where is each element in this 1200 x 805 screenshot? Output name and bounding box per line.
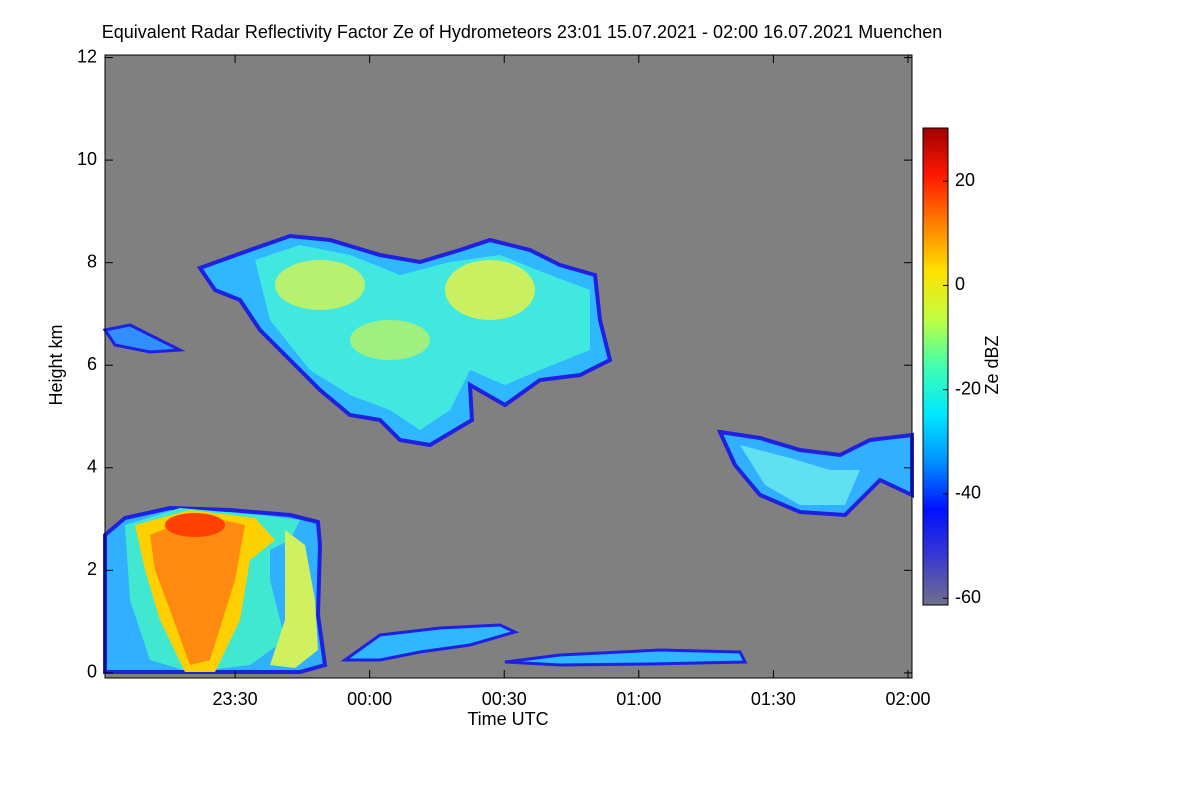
echo-region [350,320,430,360]
echo-region [504,648,748,667]
echo-region [102,323,186,354]
echo-field [102,233,914,674]
echo-region [165,513,225,537]
x-tick-label: 00:30 [482,689,527,709]
x-tick-label: 00:00 [347,689,392,709]
echo-region [275,260,365,310]
x-tick-label: 02:00 [885,689,930,709]
y-tick-label: 10 [77,149,97,169]
echo-region [740,445,860,505]
echo-region [150,515,245,665]
y-tick-label: 12 [77,46,97,66]
echo-region [340,623,520,662]
colorbar-tick-label: 20 [955,170,975,190]
colorbar-tick-label: -20 [955,378,981,398]
x-tick-label: 01:30 [751,689,796,709]
colorbar [922,127,949,606]
colorbar-tick-label: 0 [955,274,965,294]
colorbar-tick-label: -60 [955,587,981,607]
y-tick-label: 6 [87,354,97,374]
colorbar-tick-label: -40 [955,483,981,503]
x-tick-label: 23:30 [213,689,258,709]
y-tick-label: 4 [87,457,97,477]
chart-title: Equivalent Radar Reflectivity Factor Ze … [102,22,943,42]
y-axis-label: Height km [46,324,66,405]
echo-region [270,530,318,668]
colorbar-label: Ze dBZ [982,335,1002,394]
x-tick-label: 01:00 [616,689,661,709]
x-axis-label: Time UTC [467,709,548,729]
y-tick-label: 2 [87,559,97,579]
echo-region [445,260,535,320]
y-tick-label: 0 [87,662,97,682]
y-tick-label: 8 [87,251,97,271]
plot-frame [104,54,913,679]
